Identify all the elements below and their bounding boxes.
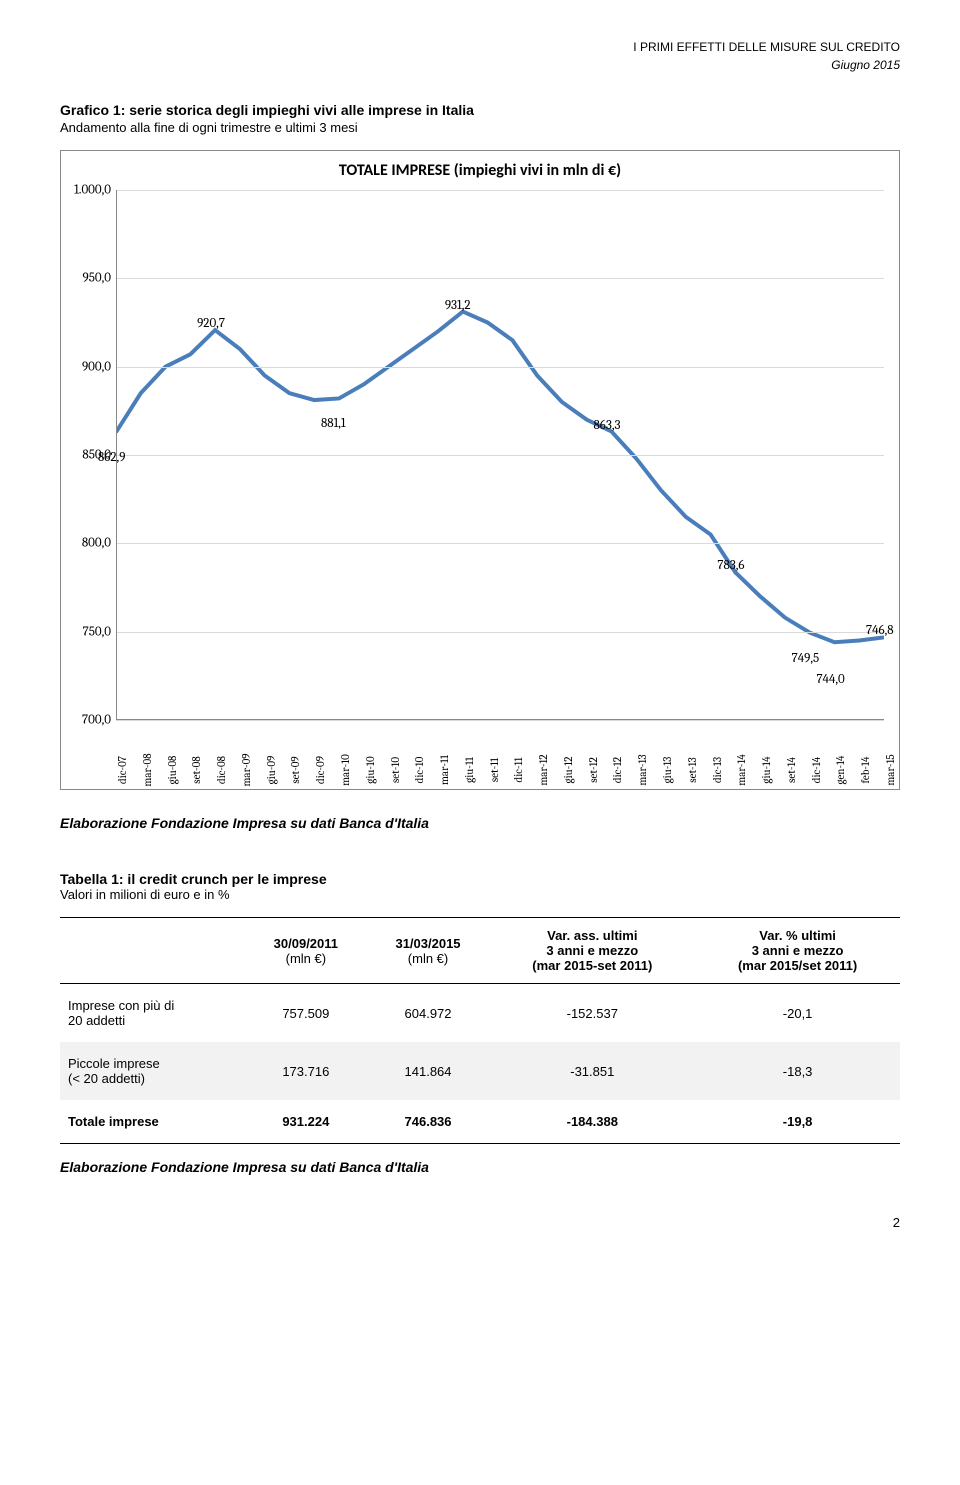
grid-line <box>116 720 884 721</box>
x-tick-label: giu-14 <box>760 756 773 783</box>
grid-line <box>116 455 884 456</box>
tabella1-title: Tabella 1: il credit crunch per le impre… <box>60 871 900 887</box>
table-cell: -31.851 <box>489 1042 695 1100</box>
grafico1-title: Grafico 1: serie storica degli impieghi … <box>60 102 900 118</box>
chart-data-label: 744,0 <box>816 672 844 687</box>
chart-data-label: 881,1 <box>321 416 346 431</box>
y-tick-label: 750,0 <box>83 624 111 639</box>
x-tick-label: giu-12 <box>562 757 575 784</box>
table-header: Var. ass. ultimi3 anni e mezzo(mar 2015-… <box>489 918 695 984</box>
x-tick-label: set-12 <box>587 757 600 783</box>
grid-line <box>116 367 884 368</box>
table-row: Piccole imprese(< 20 addetti)173.716141.… <box>60 1042 900 1100</box>
x-tick-label: set-09 <box>289 756 302 783</box>
x-tick-label: mar-13 <box>636 754 649 785</box>
chart-data-label: 746,8 <box>866 623 894 638</box>
table-cell: -20,1 <box>695 984 900 1043</box>
chart-area: 700,0750,0800,0850,0900,0950,01.000,0 86… <box>116 190 884 750</box>
x-tick-label: dic-09 <box>314 756 327 784</box>
table-cell: 746.836 <box>367 1100 490 1144</box>
source-line-1: Elaborazione Fondazione Impresa su dati … <box>60 815 900 831</box>
x-tick-label: set-11 <box>488 758 501 782</box>
x-tick-label: mar-11 <box>438 755 451 785</box>
y-tick-label: 900,0 <box>82 359 111 374</box>
table-cell: 173.716 <box>245 1042 367 1100</box>
table-header: Var. % ultimi3 anni e mezzo(mar 2015/set… <box>695 918 900 984</box>
x-tick-label: gen-14 <box>834 756 847 785</box>
x-tick-label: mar-12 <box>537 754 550 785</box>
x-axis: dic-07mar-08giu-08set-08dic-08mar-09giu-… <box>116 725 884 755</box>
table-header <box>60 918 245 984</box>
header-title: I PRIMI EFFETTI DELLE MISURE SUL CREDITO <box>60 40 900 54</box>
source-line-2: Elaborazione Fondazione Impresa su dati … <box>60 1159 900 1175</box>
y-tick-label: 700,0 <box>82 713 111 728</box>
y-tick-label: 800,0 <box>82 536 111 551</box>
table-cell: -19,8 <box>695 1100 900 1144</box>
y-tick-label: 950,0 <box>83 271 112 286</box>
table-header: 30/09/2011(mln €) <box>245 918 367 984</box>
x-tick-label: mar-08 <box>141 753 154 786</box>
table-cell: 757.509 <box>245 984 367 1043</box>
x-tick-label: dic-10 <box>413 757 426 784</box>
table-cell: 931.224 <box>245 1100 367 1144</box>
page-number: 2 <box>60 1215 900 1230</box>
tabella1-subtitle: Valori in milioni di euro e in % <box>60 887 900 902</box>
grid-line <box>116 190 884 191</box>
x-tick-label: set-13 <box>686 757 699 782</box>
x-tick-label: giu-08 <box>166 756 179 785</box>
x-tick-label: dic-12 <box>611 757 624 783</box>
table-cell: -152.537 <box>489 984 695 1043</box>
chart-data-label: 920,7 <box>197 316 225 331</box>
x-tick-label: giu-13 <box>661 757 674 784</box>
x-tick-label: dic-13 <box>711 757 724 783</box>
chart-title: TOTALE IMPRESE (impieghi vivi in mln di … <box>66 161 894 180</box>
row-label: Totale imprese <box>60 1100 245 1144</box>
table-header: 31/03/2015(mln €) <box>367 918 490 984</box>
x-tick-label: mar-15 <box>884 754 897 785</box>
x-tick-label: giu-10 <box>364 756 377 783</box>
table-row: Totale imprese931.224746.836-184.388-19,… <box>60 1100 900 1144</box>
x-tick-label: set-14 <box>785 757 798 783</box>
x-tick-label: dic-11 <box>512 758 525 783</box>
row-label: Imprese con più di20 addetti <box>60 984 245 1043</box>
table-cell: 141.864 <box>367 1042 490 1100</box>
data-table: 30/09/2011(mln €)31/03/2015(mln €)Var. a… <box>60 917 900 1144</box>
x-tick-label: giu-09 <box>265 756 278 785</box>
grafico1-subtitle: Andamento alla fine di ogni trimestre e … <box>60 120 900 135</box>
x-tick-label: mar-14 <box>735 754 748 785</box>
x-tick-label: set-10 <box>389 757 402 783</box>
table-cell: 604.972 <box>367 984 490 1043</box>
grid-line <box>116 543 884 544</box>
header-date: Giugno 2015 <box>60 58 900 72</box>
grid-line <box>116 278 884 279</box>
x-tick-label: dic-08 <box>215 756 228 784</box>
x-tick-label: mar-09 <box>240 753 253 786</box>
table-row: Imprese con più di20 addetti757.509604.9… <box>60 984 900 1043</box>
chart-data-label: 749,5 <box>792 651 820 666</box>
chart-data-label: 783,6 <box>717 558 744 573</box>
x-tick-label: dic-14 <box>810 757 823 783</box>
chart-data-label: 931,2 <box>445 298 471 313</box>
plot-area: 862,9920,7881,1931,2863,3783,6749,5744,0… <box>116 190 884 720</box>
x-tick-label: mar-10 <box>339 754 352 786</box>
x-tick-label: giu-11 <box>463 757 476 783</box>
x-tick-label: dic-07 <box>116 756 129 784</box>
table-cell: -184.388 <box>489 1100 695 1144</box>
chart-container: TOTALE IMPRESE (impieghi vivi in mln di … <box>60 150 900 790</box>
table-cell: -18,3 <box>695 1042 900 1100</box>
grid-line <box>116 632 884 633</box>
row-label: Piccole imprese(< 20 addetti) <box>60 1042 245 1100</box>
x-tick-label: set-08 <box>190 756 203 783</box>
y-tick-label: 1.000,0 <box>74 183 111 198</box>
chart-data-label: 862,9 <box>98 450 125 465</box>
x-tick-label: feb-14 <box>859 757 872 784</box>
chart-data-label: 863,3 <box>593 418 620 433</box>
